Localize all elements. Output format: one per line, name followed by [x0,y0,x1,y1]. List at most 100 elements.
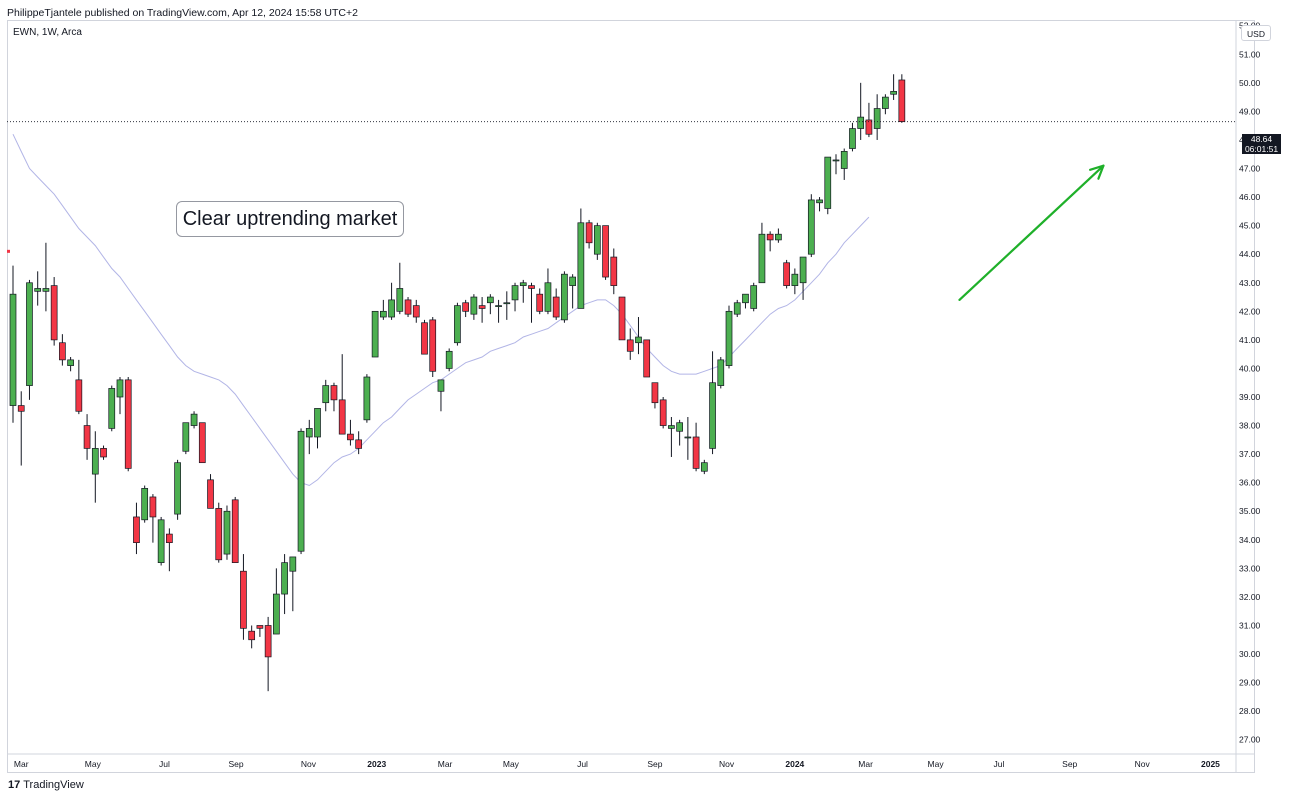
time-tick-label: Jul [994,759,1005,769]
candle-body [700,462,708,472]
candle-body [67,359,74,366]
candle-body [577,222,585,309]
candle [322,379,330,412]
candle [388,282,395,320]
candle-body [857,116,865,129]
currency-button[interactable]: USD [1241,25,1271,41]
candle-body [404,299,412,315]
publisher-header: PhilippeTjantele published on TradingVie… [7,7,358,19]
candle [840,148,848,180]
time-tick-label: 2025 [1201,759,1220,769]
candle-body [495,305,502,307]
candle [668,416,675,457]
candle-body [26,282,33,386]
candle [552,288,560,320]
candle-body [347,433,354,441]
candle-body [676,422,683,432]
candle-body [445,350,453,369]
candle [256,625,264,637]
candle [544,268,552,315]
candle-body [791,273,799,286]
candle [248,625,256,649]
candle [100,445,107,460]
candle-body [783,262,790,286]
candle-body [832,159,840,162]
candle [585,219,593,249]
time-tick-label: Jul [159,759,170,769]
time-tick-label: Sep [1062,759,1077,769]
time-tick-label: Mar [438,759,453,769]
price-axis[interactable]: 27.00 28.00 29.00 30.00 31.00 32.00 33.00 34.00… [1235,20,1261,773]
candle-body [91,448,99,475]
chart-frame [7,20,1255,773]
candle-body [807,199,815,255]
candle [166,528,173,572]
candle-body [124,379,132,469]
candle-body [758,233,766,284]
candle-body [602,225,609,278]
candle [34,271,42,306]
candle [593,222,601,260]
candle [445,348,453,372]
candle [857,82,865,140]
candle [610,248,618,295]
candle [454,302,461,346]
annotation-textbox[interactable]: Clear uptrending market [176,201,404,237]
candle-body [643,339,651,378]
candle [873,94,881,140]
candle-body [388,299,395,318]
candle-body [610,256,618,286]
candle-body [462,302,469,312]
candle [75,359,83,415]
time-axis[interactable]: Mar May Jul Sep Nov 2023 Mar May Jul Sep Nov 2024 Ma… [7,753,1255,769]
candle [59,334,66,366]
candle-body [544,282,552,312]
candle [363,374,371,423]
symbol-legend[interactable]: EWN, 1W, Arca [13,27,82,38]
candle-body [166,533,173,544]
tradingview-logo-icon: 17 [8,779,21,791]
candle-body [289,556,297,572]
candle-body [190,413,198,426]
candle [437,379,445,412]
trend-arrow-layer [958,164,1105,301]
time-tick-label: Mar [858,759,873,769]
candle [182,422,190,455]
candle [470,294,478,320]
candle [807,194,815,258]
candle [91,431,99,503]
candle-body [141,488,149,521]
price-tick-label: 35.00 [1239,506,1261,516]
candle [421,319,428,355]
candle-body [692,436,700,469]
price-tick-label: 41.00 [1239,335,1261,345]
candle-body [157,519,165,563]
candle [676,419,683,446]
candle [240,554,247,640]
candle-body [552,296,560,318]
candle-body [799,256,807,284]
candle [882,94,889,115]
candle-body [240,570,247,629]
candle-body [108,388,116,429]
candle [404,297,412,318]
candle-body [322,385,330,404]
candle [503,291,511,320]
time-tick-label: Jul [577,759,588,769]
trend-arrow-head [1089,164,1105,180]
price-tick-label: 47.00 [1239,164,1261,174]
price-tick-label: 33.00 [1239,563,1261,573]
candle [396,262,404,315]
candle [9,265,17,423]
tradingview-footer[interactable]: 17 TradingView [8,779,84,791]
time-tick-label: Sep [228,759,243,769]
price-tick-label: 49.00 [1239,106,1261,116]
candle-body [330,385,338,401]
candle [766,231,774,252]
candle-body [478,305,486,309]
candle [83,414,91,460]
candle [141,485,149,523]
candle [783,259,790,289]
candle-body [371,310,379,358]
